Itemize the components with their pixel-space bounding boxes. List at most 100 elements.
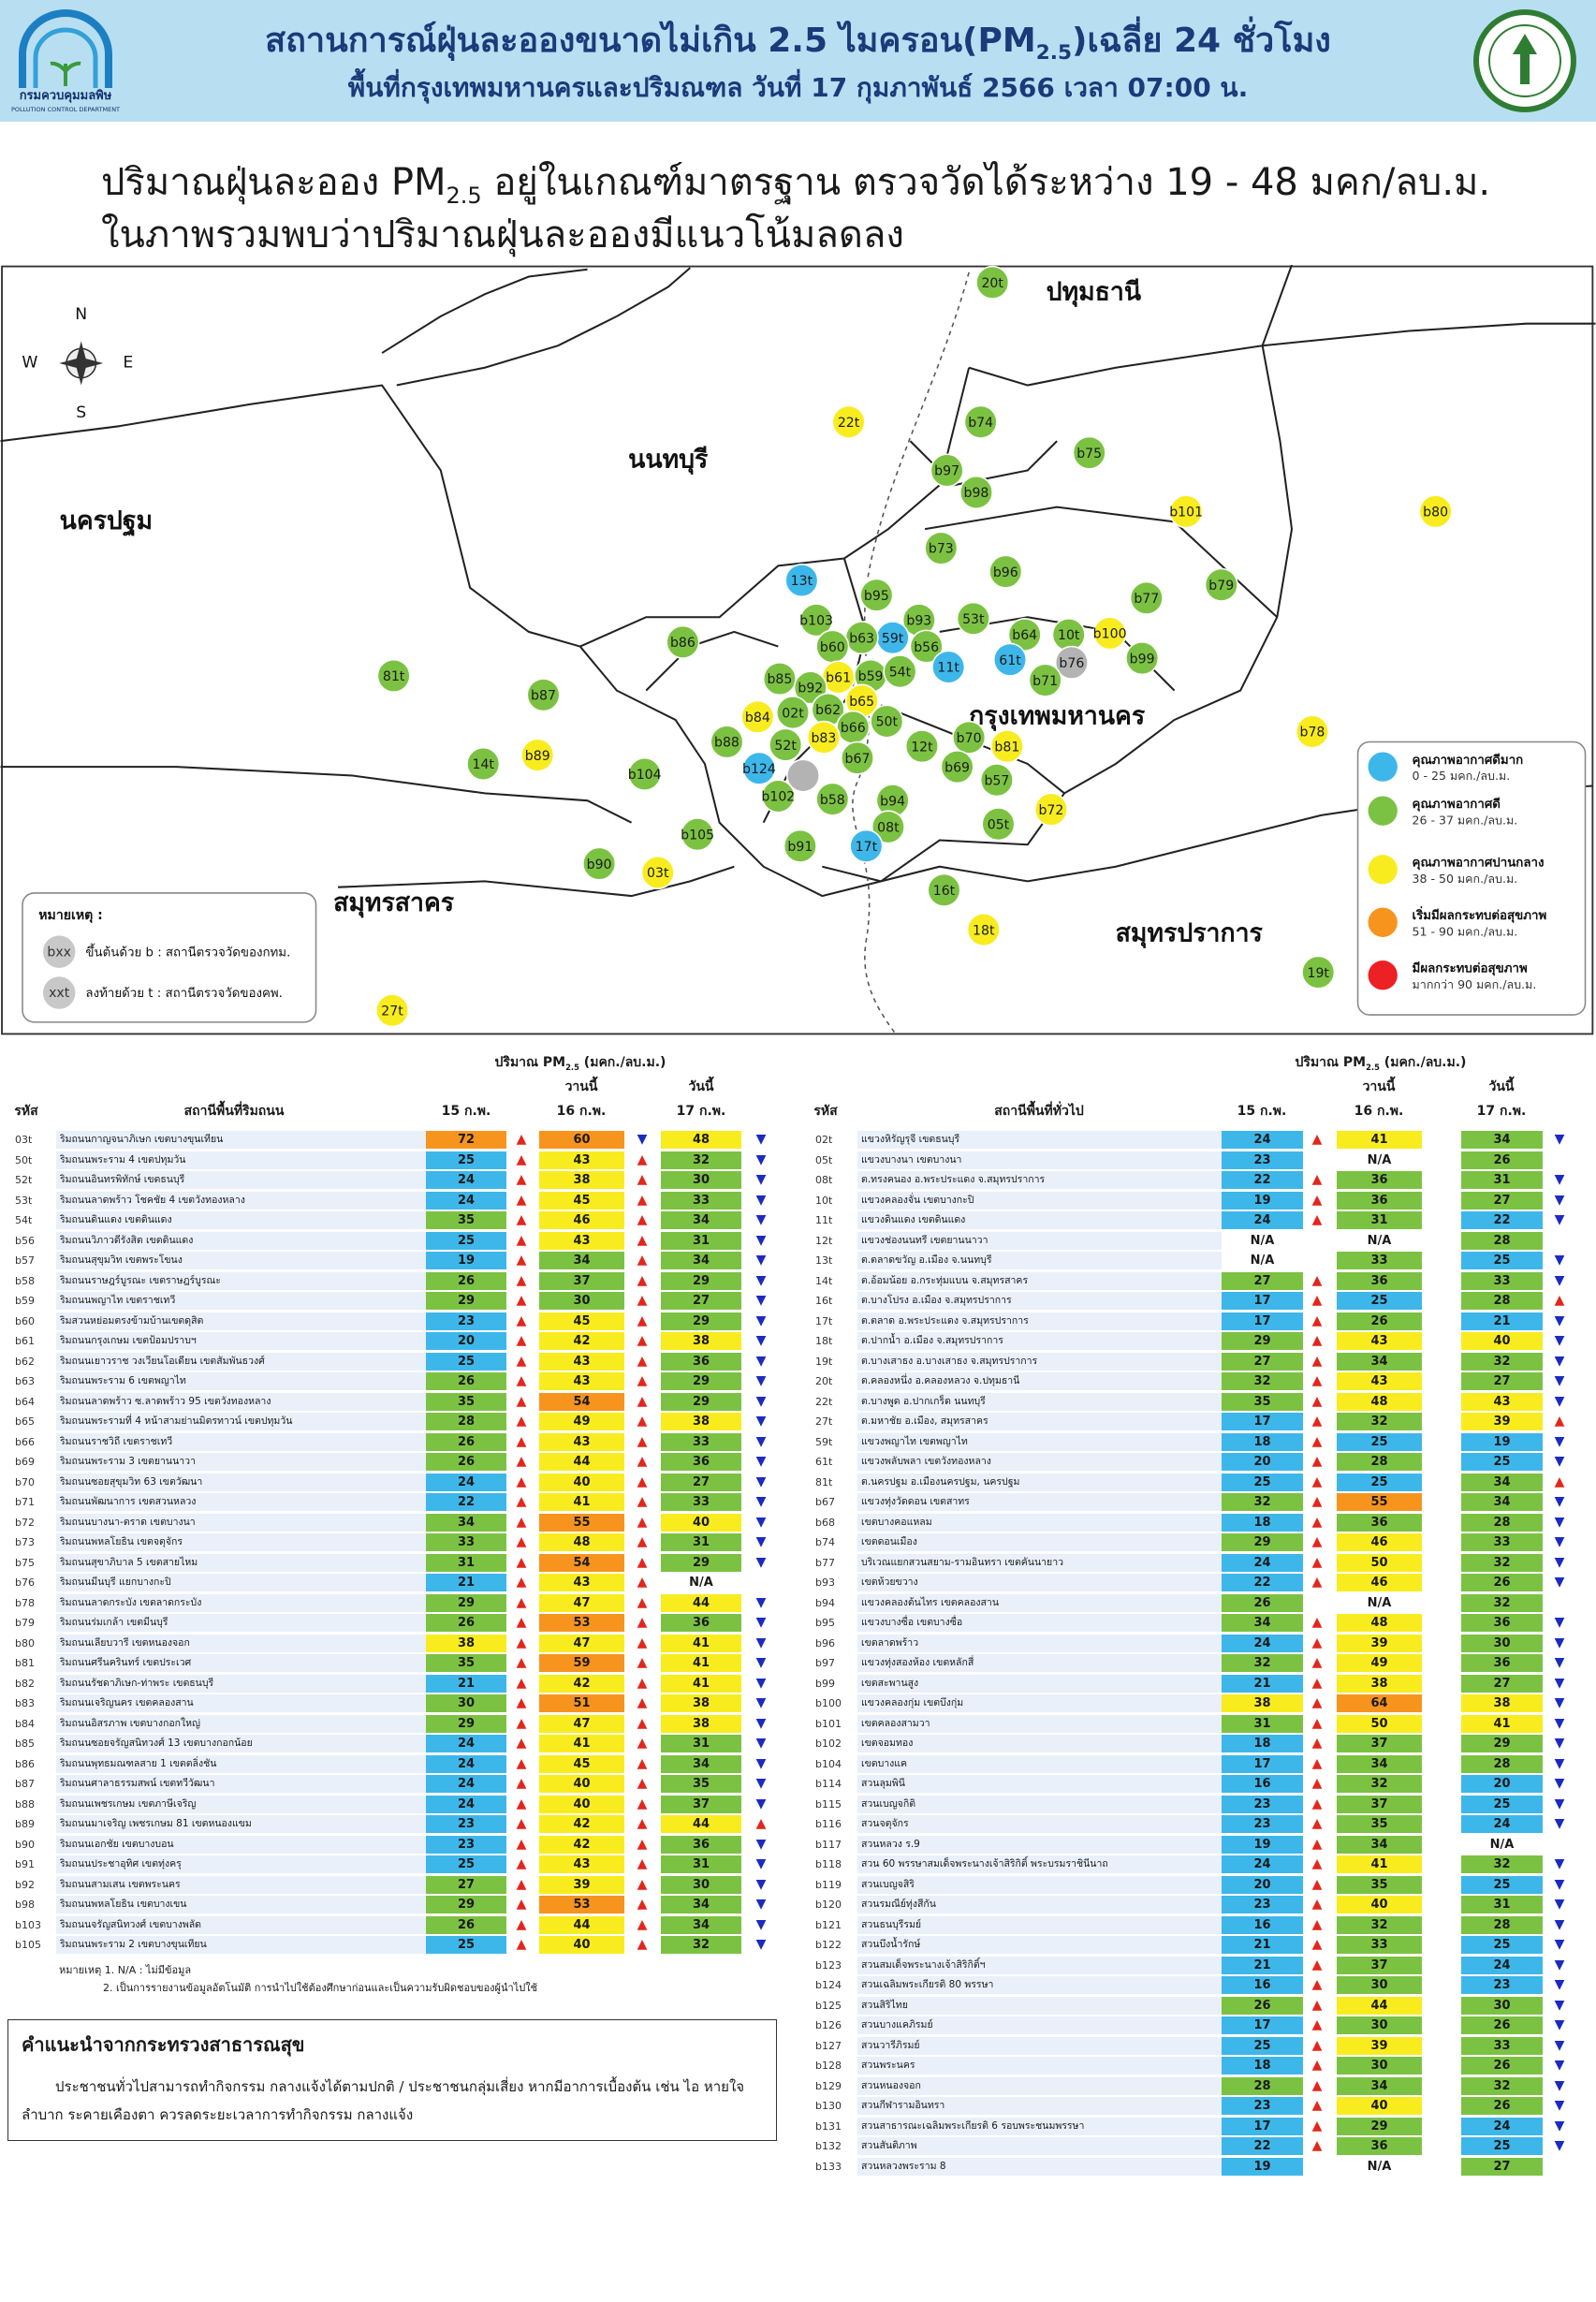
trend-arrow: ▲ <box>637 1312 648 1328</box>
trend-arrow: ▼ <box>755 1897 767 1912</box>
pm-value: 31 <box>426 1553 506 1572</box>
trend-arrow: ▼ <box>755 1554 767 1570</box>
station-code: 13t <box>791 574 813 589</box>
province-label: กรุงเทพมหานคร <box>969 702 1146 732</box>
station <box>526 678 561 712</box>
boundary <box>338 865 735 898</box>
pm-value: 34 <box>661 1915 741 1934</box>
pm-value: 29 <box>661 1553 741 1572</box>
boundary <box>381 268 588 354</box>
station-code: b127 <box>815 2039 842 2052</box>
trend-arrow: ▲ <box>637 1151 648 1167</box>
pm-value: 28 <box>1461 1754 1543 1773</box>
title-text: )เฉลี่ย 24 ชั่วโมง <box>1071 22 1331 60</box>
station <box>924 531 959 565</box>
station-name: สวนลุมพินี <box>857 1775 1223 1793</box>
station-code: b72 <box>1038 803 1063 818</box>
station-code: b104 <box>628 768 662 783</box>
compass-star <box>59 341 104 386</box>
station-code: b117 <box>815 1838 842 1851</box>
pm-value: 20 <box>1222 1453 1303 1471</box>
pm-value: 41 <box>661 1674 741 1693</box>
trend-arrow: ▲ <box>516 1353 527 1369</box>
table-header: 15 ก.พ. <box>441 1104 491 1119</box>
trend-arrow: ▲ <box>1311 1575 1323 1590</box>
station-name: ต.มหาชัย อ.เมือง, สมุทรสาคร <box>857 1413 1223 1430</box>
station <box>975 265 1010 300</box>
trend-arrow: ▲ <box>516 1272 527 1288</box>
station-code: 05t <box>815 1153 833 1166</box>
station-code: b102 <box>761 790 795 805</box>
station-code: b131 <box>815 2119 842 2133</box>
station-name: ริมถนนเพชรเกษม เขตภาษีเจริญ <box>56 1795 427 1813</box>
trend-arrow: ▼ <box>755 1655 767 1670</box>
station-name: ต.บางโปรง อ.เมือง จ.สมุทรปราการ <box>857 1292 1223 1310</box>
trend-arrow: ▲ <box>516 1293 527 1308</box>
pm-value: 16 <box>1222 1976 1303 1994</box>
station-name: แขวงทุ่งสองห้อง เขตหลักสี่ <box>857 1654 1223 1672</box>
pm-value: 33 <box>1461 1271 1543 1290</box>
trend-arrow: ▼ <box>1554 1736 1565 1751</box>
pm-value: 25 <box>1337 1473 1422 1491</box>
trend-arrow: ▲ <box>516 1675 527 1691</box>
station-code: b70 <box>957 731 982 746</box>
legend-swatch <box>1368 907 1398 937</box>
pm-value: 37 <box>661 1795 741 1813</box>
trend-arrow: ▼ <box>1554 2058 1565 2073</box>
pm-value: N/A <box>661 1574 741 1591</box>
pm-value: 29 <box>1222 1332 1303 1350</box>
station <box>775 696 811 730</box>
station-code: 10t <box>1058 628 1080 643</box>
station-name: เขตคลองสามวา <box>857 1714 1223 1733</box>
station-code: b114 <box>815 1778 842 1790</box>
station-code: 81t <box>383 669 405 684</box>
station-code: 53t <box>15 1194 33 1207</box>
trend-arrow: ▲ <box>1311 1836 1323 1852</box>
pm-value: 38 <box>539 1171 624 1189</box>
trend-arrow: ▲ <box>637 1514 648 1530</box>
pm-value: 32 <box>1461 1855 1543 1873</box>
logo-text: POLLUTION CONTROL DEPARTMENT <box>11 106 120 113</box>
trend-arrow: ▼ <box>1554 1514 1565 1530</box>
trend-arrow: ▲ <box>637 1695 648 1710</box>
station-name: ริมถนนมาเจริญ เพชรเกษม 81 เขตหนองแขม <box>56 1815 427 1833</box>
pm-value: 29 <box>426 1292 506 1310</box>
station <box>1125 641 1160 676</box>
trend-arrow: ▲ <box>637 1594 648 1610</box>
trend-arrow: ▲ <box>1311 1655 1323 1670</box>
pm-value: 47 <box>539 1593 624 1612</box>
station-name: ริมถนนลาดพร้าว ซ.ลาดพร้าว 95 เขตวังทองหล… <box>56 1392 427 1411</box>
trend-arrow: ▲ <box>516 1816 527 1831</box>
pm-value: 39 <box>1461 1413 1543 1430</box>
table-header: 16 ก.พ. <box>556 1104 607 1119</box>
trend-arrow: ▲ <box>516 1695 527 1710</box>
station-name: สวนพระนคร <box>857 2057 1223 2075</box>
pm-value: 42 <box>539 1674 624 1693</box>
headline: ในภาพรวมพบว่าปริมาณฝุ่นละอองมีแนวโน้มลดล… <box>101 213 904 257</box>
pm-value: 28 <box>426 1413 506 1430</box>
pm-value: 43 <box>539 1231 624 1250</box>
trend-arrow: ▼ <box>1554 1393 1565 1409</box>
pm-value: 19 <box>426 1252 506 1269</box>
trend-arrow: ▼ <box>1554 1312 1565 1328</box>
pm-value: 18 <box>1222 1513 1303 1532</box>
station-code: 16t <box>815 1295 833 1307</box>
station-code: 53t <box>962 612 985 627</box>
station-name: สวนสิริไทย <box>857 1996 1223 2015</box>
boundary <box>645 630 779 692</box>
trend-arrow: ▼ <box>1554 2017 1565 2032</box>
trend-arrow: ▲ <box>1311 1514 1323 1530</box>
trend-arrow: ▲ <box>1311 1776 1323 1791</box>
pm-value: 35 <box>426 1392 506 1411</box>
station-name: ริมถนนซอยจรัญสนิทวงศ์ 13 เขตบางกอกน้อย <box>56 1735 427 1752</box>
station-code: 11t <box>815 1214 833 1226</box>
trend-arrow: ▲ <box>637 1353 648 1369</box>
trend-arrow: ▲ <box>516 1474 527 1489</box>
station-code: b104 <box>815 1757 842 1770</box>
station-code: 14t <box>473 757 495 772</box>
pm-value: 26 <box>426 1372 506 1390</box>
station-code: b95 <box>815 1617 835 1629</box>
pm-value: N/A <box>1337 1231 1422 1250</box>
station-code: b103 <box>799 614 833 629</box>
trend-arrow: ▼ <box>1554 1715 1565 1731</box>
